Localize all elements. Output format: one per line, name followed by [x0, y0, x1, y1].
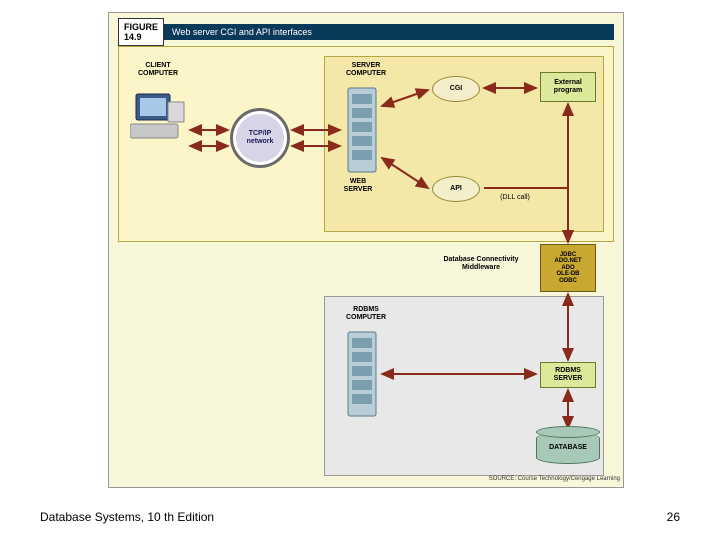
dllcall-label: (DLL call) [492, 194, 538, 202]
tcpip: TCP/IP network [232, 110, 288, 166]
footer-text: Database Systems, 10 th Edition [40, 510, 214, 524]
client-label: CLIENT COMPUTER [128, 62, 188, 77]
figure-source: SOURCE: Course Technology/Cengage Learni… [444, 476, 620, 482]
figure-number-line2: 14.9 [124, 32, 142, 42]
server-label: SERVER COMPUTER [336, 62, 396, 77]
figure-number: FIGURE 14.9 [118, 18, 164, 46]
figure-title: Web server CGI and API interfaces [164, 24, 614, 40]
figure-header: FIGURE 14.9 Web server CGI and API inter… [118, 18, 614, 46]
webserver-label: WEB SERVER [338, 178, 378, 193]
page-number: 26 [667, 510, 680, 524]
rdbms-comp-label: RDBMS COMPUTER [336, 306, 396, 321]
web-server-tower [346, 86, 378, 174]
database: DATABASE [536, 432, 600, 464]
middleware-label: Database Connectivity Middleware [426, 256, 536, 271]
slide: FIGURE 14.9 Web server CGI and API inter… [0, 0, 720, 540]
cgi: CGI [432, 76, 480, 102]
api: API [432, 176, 480, 202]
rdbms-server: RDBMS SERVER [540, 362, 596, 388]
rdbms-tower [346, 330, 378, 418]
figure-number-line1: FIGURE [124, 22, 158, 32]
ext-prog: External program [540, 72, 596, 102]
midware-stack: JDBC ADO.NET ADO OLE-DB ODBC [540, 244, 596, 292]
client-pc [130, 92, 186, 142]
